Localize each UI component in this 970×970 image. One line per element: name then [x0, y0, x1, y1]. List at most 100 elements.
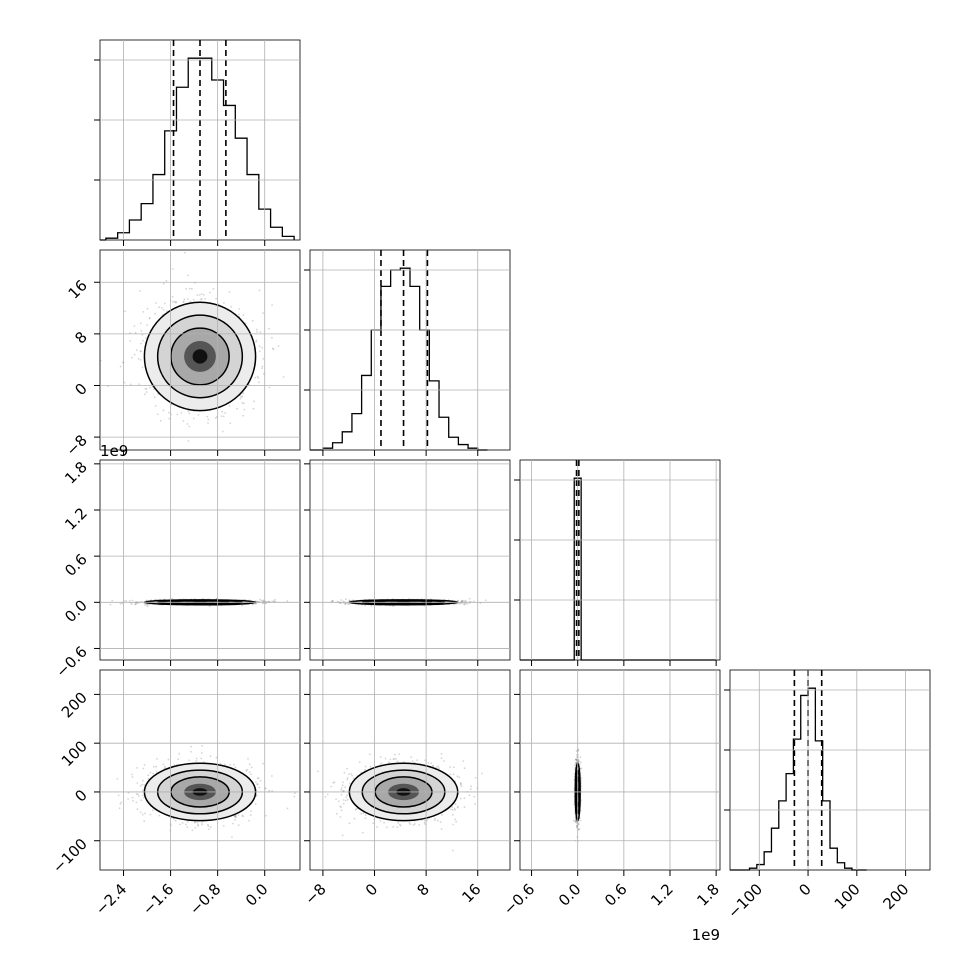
- scatter-point: [261, 367, 263, 369]
- scatter-point: [395, 758, 397, 760]
- scatter-point: [196, 821, 199, 824]
- scatter-point: [155, 302, 157, 304]
- scatter-point: [135, 801, 138, 804]
- scatter-point: [433, 819, 436, 822]
- scatter-point: [119, 803, 122, 805]
- scatter-point: [240, 395, 243, 398]
- scatter-point: [399, 824, 402, 827]
- scatter-point: [147, 774, 150, 777]
- scatter-point: [142, 779, 144, 782]
- scatter-point: [481, 772, 483, 775]
- scatter-point: [271, 304, 273, 306]
- scatter-point: [264, 814, 267, 817]
- x-tick-label: −0.8: [186, 880, 224, 918]
- scatter-point: [207, 422, 209, 424]
- scatter-point: [577, 823, 580, 826]
- scatter-point: [340, 806, 343, 809]
- panel-frame: [309, 249, 511, 451]
- scatter-point: [202, 293, 205, 296]
- scatter-point: [346, 602, 348, 605]
- scatter-point: [456, 806, 459, 809]
- scatter-point: [187, 440, 190, 442]
- scatter-point: [237, 313, 240, 316]
- y-tick-label: 8: [71, 328, 90, 347]
- scatter-point: [443, 760, 445, 762]
- scatter-point: [183, 298, 186, 301]
- scatter-point: [195, 760, 198, 762]
- scatter-point: [120, 801, 123, 804]
- scatter-point: [348, 773, 350, 776]
- scatter-point: [197, 823, 199, 826]
- scatter-point: [195, 757, 198, 760]
- scatter-point: [176, 413, 179, 416]
- scatter-point: [141, 783, 144, 786]
- scatter-point: [182, 301, 185, 303]
- scatter-point: [397, 822, 400, 824]
- scatter-point: [258, 345, 261, 348]
- scatter-point: [243, 402, 245, 405]
- scatter-point: [331, 600, 334, 602]
- scatter-point: [452, 849, 454, 852]
- scatter-point: [416, 759, 418, 762]
- scatter-point: [121, 602, 124, 605]
- scatter-point: [241, 401, 244, 404]
- scatter-point: [235, 816, 238, 819]
- scatter-point: [403, 761, 405, 763]
- scatter-point: [162, 308, 165, 311]
- scatter-point: [241, 604, 243, 607]
- scatter-point: [454, 809, 456, 811]
- x-tick-label: −2.4: [92, 880, 130, 918]
- scatter-point: [393, 758, 396, 760]
- scatter-point: [348, 782, 351, 785]
- scatter-point: [242, 314, 245, 316]
- scatter-point: [457, 805, 459, 808]
- scatter-point: [317, 770, 319, 773]
- scatter-point: [396, 826, 399, 828]
- scatter-point: [171, 296, 174, 298]
- scatter-point: [457, 599, 459, 602]
- scatter-point: [340, 809, 343, 812]
- scatter-point: [437, 765, 440, 768]
- scatter-point: [340, 788, 342, 791]
- scatter-point: [453, 807, 456, 810]
- scatter-point: [135, 349, 138, 352]
- scatter-point: [181, 822, 184, 824]
- scatter-point: [338, 602, 341, 605]
- scatter-point: [256, 375, 259, 378]
- scatter-point: [237, 814, 240, 816]
- scatter-point: [215, 597, 218, 600]
- scatter-point: [259, 598, 261, 601]
- scatter-point: [411, 760, 414, 762]
- scatter-point: [463, 806, 466, 809]
- scatter-point: [579, 767, 582, 770]
- scatter-point: [385, 826, 388, 829]
- scatter-point: [452, 766, 455, 769]
- scatter-point: [474, 776, 477, 779]
- scatter-point: [474, 803, 476, 805]
- scatter-point: [152, 772, 154, 775]
- scatter-point: [262, 312, 264, 314]
- scatter-point: [268, 327, 270, 330]
- scatter-point: [179, 823, 181, 826]
- scatter-point: [384, 757, 387, 760]
- scatter-point: [355, 807, 358, 810]
- scatter-point: [414, 823, 416, 825]
- scatter-point: [353, 817, 356, 820]
- scatter-point: [342, 799, 345, 801]
- scatter-point: [256, 783, 259, 786]
- scatter-point: [192, 417, 195, 420]
- scatter-point: [360, 812, 362, 815]
- scatter-point: [341, 784, 344, 787]
- scatter-point: [389, 758, 392, 761]
- scatter-point: [460, 783, 462, 786]
- scatter-point: [193, 821, 196, 824]
- scatter-point: [242, 815, 245, 818]
- scatter-point: [145, 388, 148, 390]
- contour-line: [156, 314, 244, 399]
- scatter-point: [335, 798, 337, 800]
- scatter-point: [139, 290, 141, 292]
- scatter-point: [268, 386, 271, 389]
- scatter-point: [177, 758, 180, 761]
- scatter-point: [163, 302, 166, 305]
- scatter-point: [245, 769, 248, 772]
